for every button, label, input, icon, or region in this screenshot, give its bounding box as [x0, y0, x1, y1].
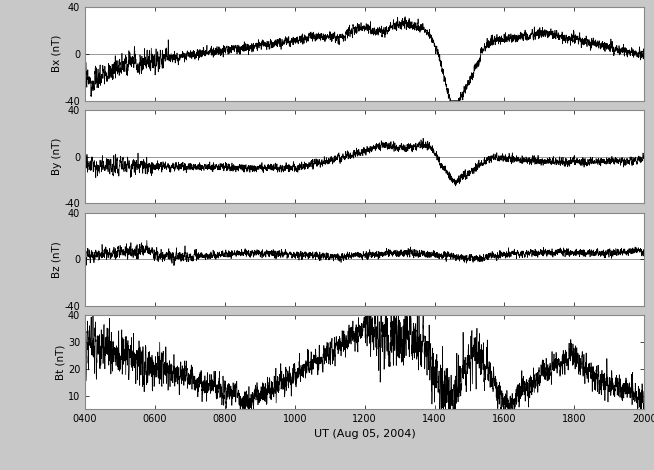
X-axis label: UT (Aug 05, 2004): UT (Aug 05, 2004) [314, 429, 415, 439]
Y-axis label: By (nT): By (nT) [52, 138, 61, 175]
Y-axis label: Bt (nT): Bt (nT) [55, 345, 65, 380]
Y-axis label: Bx (nT): Bx (nT) [52, 35, 61, 72]
Y-axis label: Bz (nT): Bz (nT) [52, 241, 61, 278]
